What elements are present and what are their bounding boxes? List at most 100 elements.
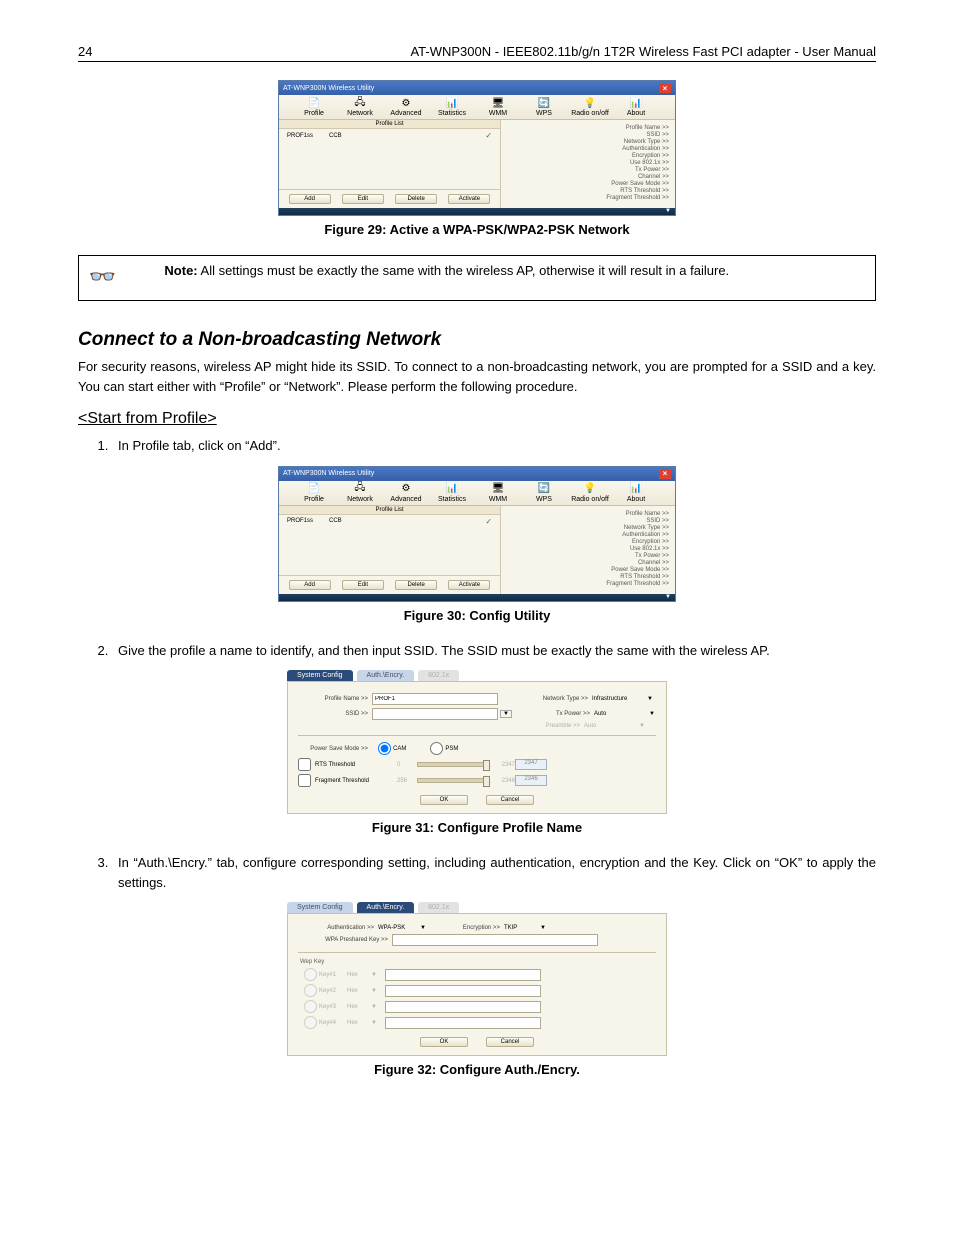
signal-icon: ✓: [485, 131, 492, 140]
close-icon[interactable]: ×: [659, 83, 671, 93]
fig30-caption: Figure 30: Config Utility: [78, 608, 876, 623]
cancel-button[interactable]: Cancel: [486, 1037, 534, 1047]
tab-system-config[interactable]: System Config: [287, 670, 353, 681]
rts-checkbox[interactable]: [298, 758, 311, 771]
ssid-label: SSID >>: [298, 711, 372, 717]
tab-radio[interactable]: 💡Radio on/off: [567, 483, 613, 503]
tab-advanced[interactable]: ⚙Advanced: [383, 483, 429, 503]
profile-name-input[interactable]: [372, 693, 498, 705]
profile-ssid-cell: CCB: [329, 518, 391, 524]
dropdown-icon[interactable]: ▼: [420, 925, 426, 931]
network-icon: 🖧: [353, 483, 367, 495]
note-box: 👓 Note: All settings must be exactly the…: [78, 255, 876, 301]
wmm-icon: 🖥: [491, 483, 505, 495]
glasses-icon: 👓: [89, 264, 116, 290]
ssid-input[interactable]: [372, 708, 498, 720]
tab-profile[interactable]: 📄Profile: [291, 97, 337, 117]
activate-button[interactable]: Activate: [448, 580, 490, 590]
fig29-window-title: AT-WNP300N Wireless Utility: [283, 85, 374, 92]
tab-wmm[interactable]: 🖥WMM: [475, 97, 521, 117]
tab-wps[interactable]: 🔄WPS: [521, 97, 567, 117]
dropdown-icon: ▼: [371, 988, 377, 994]
key4-label: Key#4: [319, 1020, 347, 1026]
chevron-down-icon[interactable]: ▼: [665, 594, 671, 600]
info-frag: Fragment Threshold >>: [511, 195, 669, 201]
tab-8021x: 802.1x: [418, 902, 459, 913]
key3-radio: [304, 1000, 317, 1013]
tab-statistics[interactable]: 📊Statistics: [429, 97, 475, 117]
info-auth: Authentication >>: [511, 146, 669, 152]
edit-button[interactable]: Edit: [342, 580, 384, 590]
key1-label: Key#1: [319, 972, 347, 978]
dropdown-icon: ▼: [371, 1020, 377, 1026]
preshared-input[interactable]: [392, 934, 598, 946]
ok-button[interactable]: OK: [420, 1037, 468, 1047]
profile-row[interactable]: PROF1ss CCB ✓: [279, 129, 500, 142]
key1-type: Hex: [347, 972, 371, 978]
delete-button[interactable]: Delete: [395, 194, 437, 204]
chevron-down-icon[interactable]: ▼: [665, 208, 671, 214]
dropdown-icon: ▼: [371, 1004, 377, 1010]
info-network-type: Network Type >>: [511, 139, 669, 145]
cancel-button[interactable]: Cancel: [486, 795, 534, 805]
add-button[interactable]: Add: [289, 580, 331, 590]
frag-checkbox[interactable]: [298, 774, 311, 787]
tab-auth-encry[interactable]: Auth.\Encry.: [357, 902, 415, 913]
auth-label: Authentication >>: [298, 925, 378, 931]
encry-value: TKIP: [504, 925, 540, 931]
info-encryption: Encryption >>: [511, 539, 669, 545]
ok-button[interactable]: OK: [420, 795, 468, 805]
tab-system-config[interactable]: System Config: [287, 902, 353, 913]
tab-wps[interactable]: 🔄WPS: [521, 483, 567, 503]
radio-icon: 💡: [583, 97, 597, 109]
rts-value: 2347: [515, 759, 547, 770]
info-profile-name: Profile Name >>: [511, 511, 669, 517]
dropdown-icon[interactable]: ▼: [649, 711, 655, 717]
psm-psm-radio[interactable]: [430, 742, 443, 755]
signal-icon: ✓: [485, 517, 492, 526]
edit-button[interactable]: Edit: [342, 194, 384, 204]
wps-icon: 🔄: [537, 97, 551, 109]
info-tx-power: Tx Power >>: [511, 167, 669, 173]
info-psm: Power Save Mode >>: [511, 567, 669, 573]
frag-value: 2346: [515, 775, 547, 786]
note-text: All settings must be exactly the same wi…: [198, 263, 730, 278]
activate-button[interactable]: Activate: [448, 194, 490, 204]
rts-slider[interactable]: [417, 762, 489, 767]
profile-name-cell: PROF1ss: [287, 518, 329, 524]
page-number: 24: [78, 44, 92, 59]
stats-icon: 📊: [445, 483, 459, 495]
add-button[interactable]: Add: [289, 194, 331, 204]
frag-slider[interactable]: [417, 778, 489, 783]
fig30-window-title: AT-WNP300N Wireless Utility: [283, 470, 374, 477]
fig32-window: System Config Auth.\Encry. 802.1x Authen…: [287, 902, 667, 1056]
frag-label: Fragment Threshold: [315, 778, 397, 784]
tab-network[interactable]: 🖧Network: [337, 97, 383, 117]
header-rule: [78, 61, 876, 62]
tab-auth-encry[interactable]: Auth.\Encry.: [357, 670, 415, 681]
tab-about[interactable]: 📊About: [613, 483, 659, 503]
psm-cam-radio[interactable]: [378, 742, 391, 755]
delete-button[interactable]: Delete: [395, 580, 437, 590]
tab-advanced[interactable]: ⚙Advanced: [383, 97, 429, 117]
key3-label: Key#3: [319, 1004, 347, 1010]
profile-name-cell: PROF1ss: [287, 133, 329, 139]
info-channel: Channel >>: [511, 560, 669, 566]
tab-radio[interactable]: 💡Radio on/off: [567, 97, 613, 117]
tab-about[interactable]: 📊About: [613, 97, 659, 117]
profile-list-header: Profile List: [279, 506, 500, 515]
info-network-type: Network Type >>: [511, 525, 669, 531]
profile-row[interactable]: PROF1ss CCB ✓: [279, 515, 500, 528]
tab-network[interactable]: 🖧Network: [337, 483, 383, 503]
dropdown-icon[interactable]: ▼: [540, 925, 546, 931]
step-3: In “Auth.\Encry.” tab, configure corresp…: [112, 853, 876, 892]
preamble-label: Preamble >>: [510, 723, 584, 729]
key4-type: Hex: [347, 1020, 371, 1026]
close-icon[interactable]: ×: [659, 469, 671, 479]
dropdown-icon[interactable]: ▼: [647, 696, 653, 702]
tab-wmm[interactable]: 🖥WMM: [475, 483, 521, 503]
psm-psm-label: PSM: [445, 746, 458, 752]
tab-profile[interactable]: 📄Profile: [291, 483, 337, 503]
tab-statistics[interactable]: 📊Statistics: [429, 483, 475, 503]
dropdown-icon[interactable]: ▼: [500, 710, 512, 718]
